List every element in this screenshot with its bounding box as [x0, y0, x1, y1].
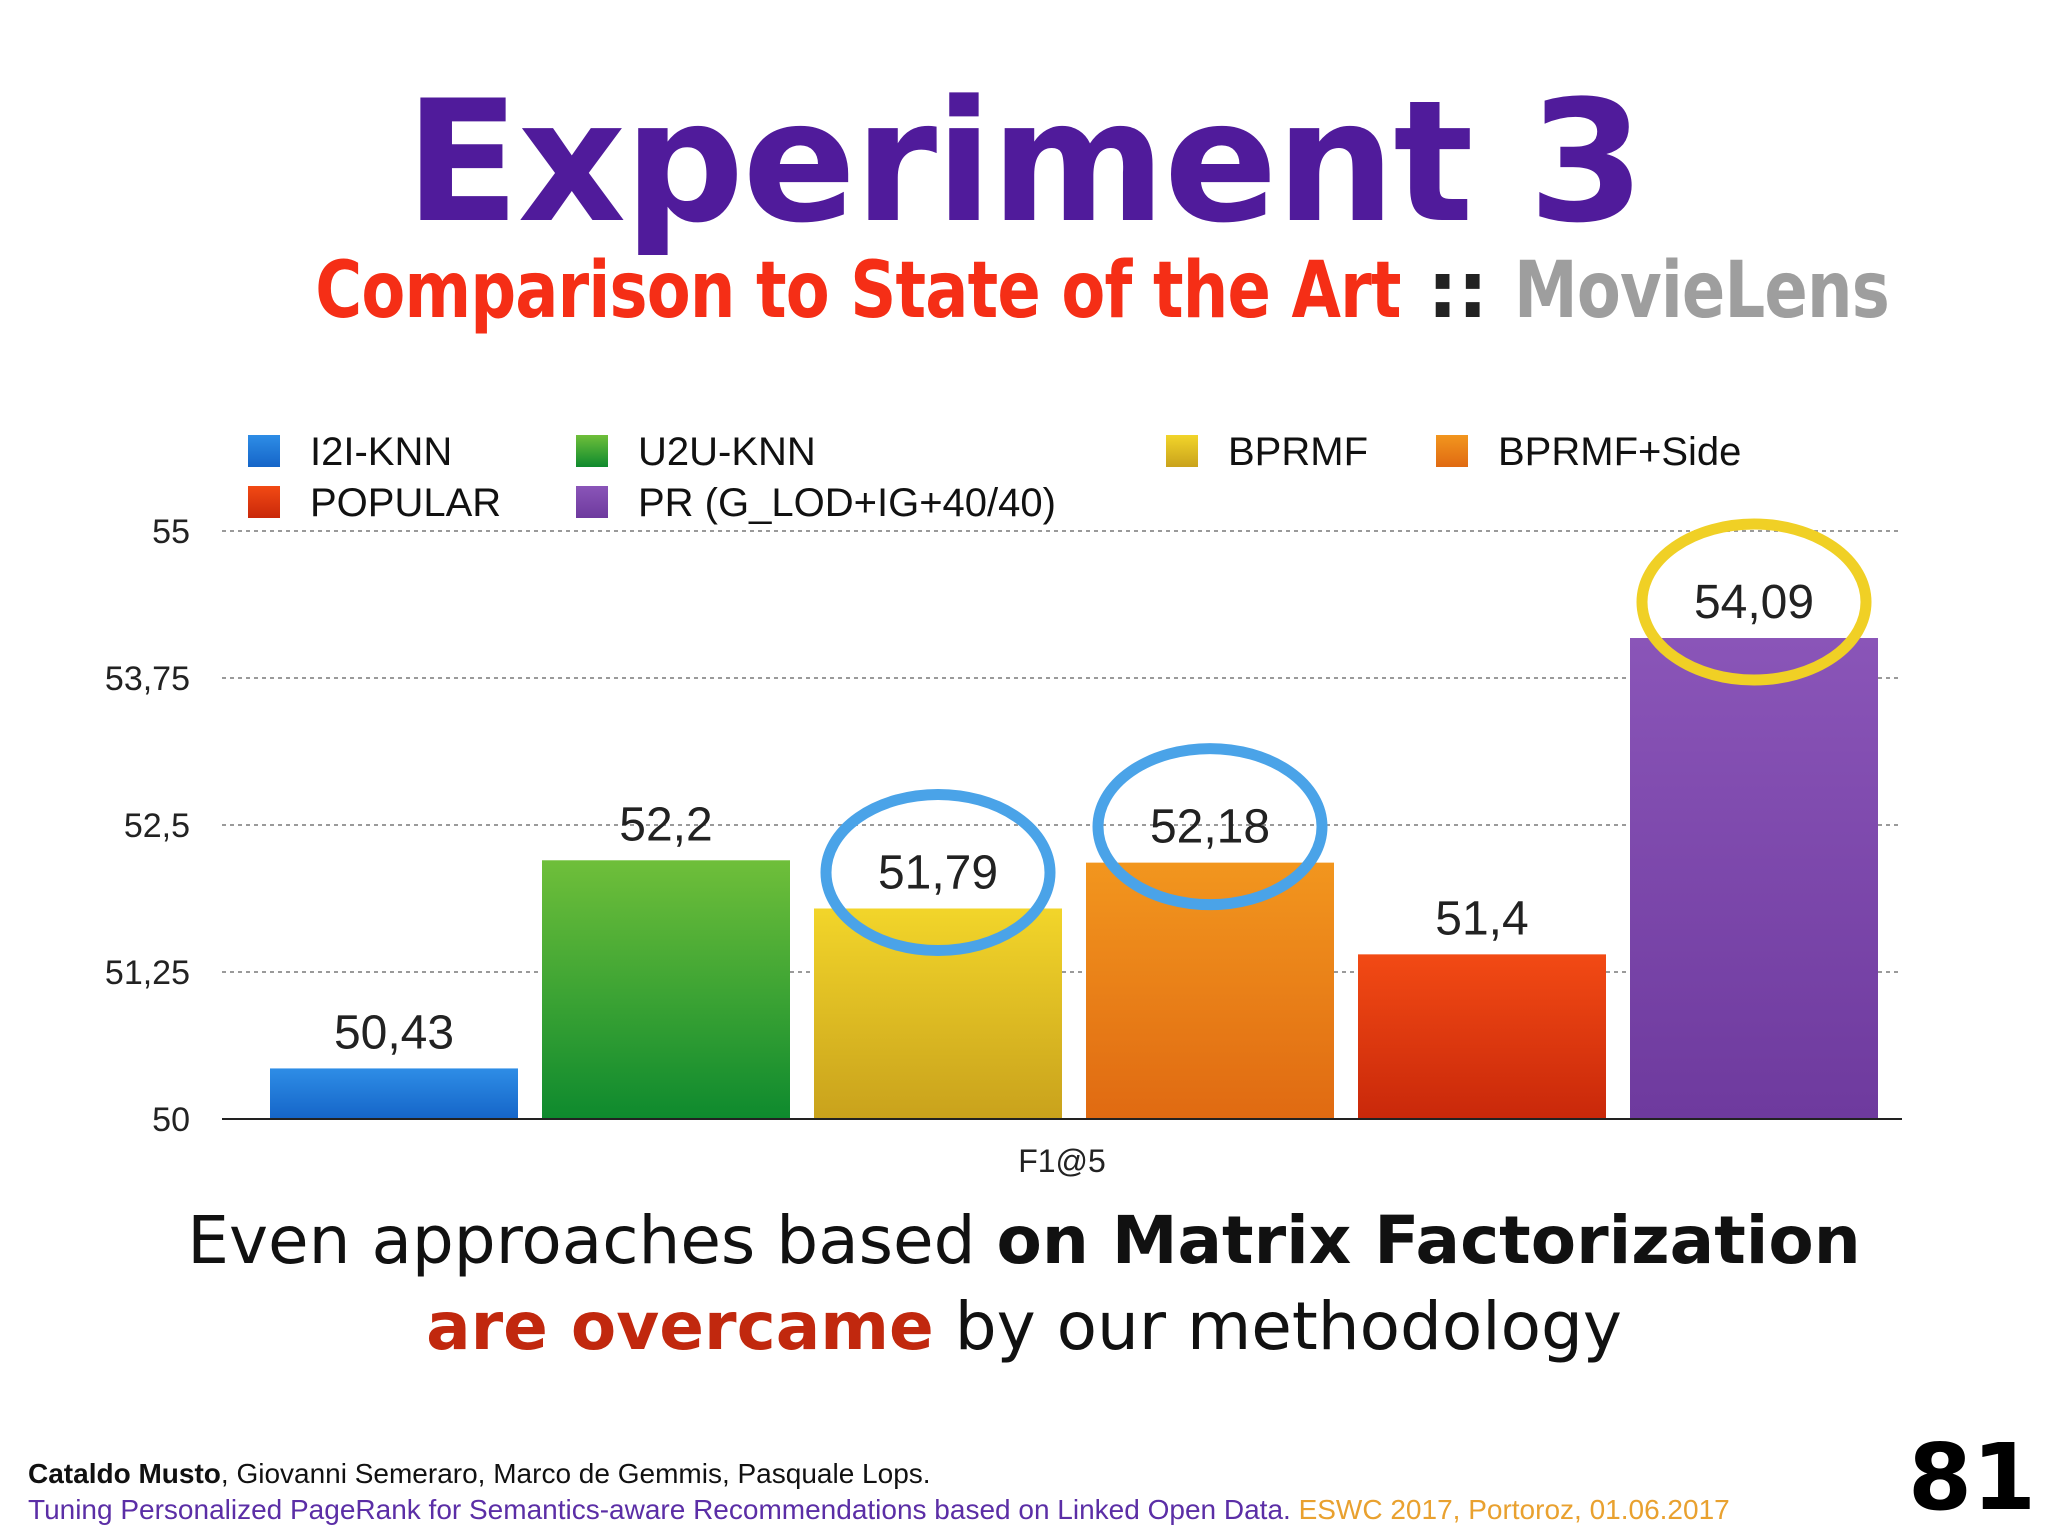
- legend-swatch-bprmf-side: [1436, 435, 1468, 467]
- y-tick-label: 52,5: [124, 807, 190, 845]
- legend-swatch-bprmf: [1166, 435, 1198, 467]
- footer-citation: Tuning Personalized PageRank for Semanti…: [28, 1494, 1730, 1526]
- footer-authors: Cataldo Musto, Giovanni Semeraro, Marco …: [28, 1458, 931, 1490]
- caption-line2-bold: are overcame: [426, 1288, 934, 1365]
- caption-line-2: are overcame by our methodology: [0, 1294, 2048, 1360]
- bar-popular: [1358, 954, 1606, 1119]
- y-tick-label: 51,25: [105, 954, 190, 992]
- legend-swatch-popular: [248, 486, 280, 518]
- subtitle-separator: ::: [1400, 246, 1514, 336]
- y-axis-ticks: 50 51,25 52,5 53,75 55: [105, 513, 190, 1139]
- bars: [270, 638, 1878, 1119]
- caption-line1-bold: on Matrix Factorization: [996, 1202, 1861, 1279]
- data-label-bprmf-side: 52,18: [1150, 801, 1270, 854]
- caption-line2-normal: by our methodology: [933, 1288, 1622, 1365]
- legend-swatch-i2i-knn: [248, 435, 280, 467]
- bar-i2i-knn: [270, 1068, 518, 1119]
- legend-label-i2i-knn: I2I-KNN: [310, 430, 452, 474]
- footer-authors-rest: , Giovanni Semeraro, Marco de Gemmis, Pa…: [220, 1458, 931, 1489]
- caption-line1-normal: Even approaches based: [187, 1202, 997, 1279]
- legend-swatch-u2u-knn: [576, 435, 608, 467]
- legend-label-popular: POPULAR: [310, 481, 501, 525]
- data-labels: 50,43 52,2 51,79 52,18 51,4 54,09: [334, 576, 1814, 1059]
- highlight-circle-bprmf: [820, 788, 1056, 956]
- subtitle-dataset: MovieLens: [1513, 246, 1890, 336]
- bar-u2u-knn: [542, 860, 790, 1119]
- footer-venue: ESWC 2017, Portoroz, 01.06.2017: [1290, 1494, 1730, 1525]
- data-label-popular: 51,4: [1435, 892, 1528, 945]
- highlight-circles: [820, 518, 1872, 956]
- page-number: 81: [1907, 1424, 2036, 1531]
- slide-title: Experiment 3: [404, 64, 1645, 260]
- legend-swatch-pr-g-lod-ig-40-40: [576, 486, 608, 518]
- slide-subtitle: Comparison to State of the Art :: MovieL…: [0, 252, 2048, 330]
- legend-label-pr-g-lod-ig-40-40: PR (G_LOD+IG+40/40): [638, 481, 1056, 525]
- y-tick-label: 55: [152, 513, 190, 551]
- bar-pr-g-lod-ig-40-40: [1630, 638, 1878, 1119]
- footer-author-bold: Cataldo Musto: [28, 1458, 221, 1489]
- legend: I2I-KNN U2U-KNN BPRMF BPRMF+Side POPULAR PR (…: [248, 430, 1741, 525]
- bar-chart: 50 51,25 52,5 53,75 55 50,43 52,2 51,79 52,18 51…: [105, 430, 1902, 1179]
- footer-paper: Tuning Personalized PageRank for Semanti…: [28, 1494, 1291, 1525]
- data-label-bprmf: 51,79: [878, 846, 998, 899]
- y-tick-label: 50: [152, 1101, 190, 1139]
- legend-label-bprmf: BPRMF: [1228, 430, 1368, 474]
- caption-line-1: Even approaches based on Matrix Factoriz…: [0, 1208, 2048, 1274]
- highlight-circle-pr-g-lod-ig-40-40: [1636, 518, 1872, 686]
- highlight-circle-bprmf-side: [1092, 743, 1328, 911]
- subtitle-main: Comparison to State of the Art: [315, 246, 1401, 336]
- data-label-i2i-knn: 50,43: [334, 1006, 454, 1059]
- x-axis-label: F1@5: [1018, 1143, 1106, 1179]
- bar-bprmf: [814, 908, 1062, 1119]
- legend-label-bprmf-side: BPRMF+Side: [1498, 430, 1741, 474]
- y-tick-label: 53,75: [105, 660, 190, 698]
- legend-label-u2u-knn: U2U-KNN: [638, 430, 816, 474]
- data-label-u2u-knn: 52,2: [619, 798, 712, 851]
- data-label-pr-g-lod-ig-40-40: 54,09: [1694, 576, 1814, 629]
